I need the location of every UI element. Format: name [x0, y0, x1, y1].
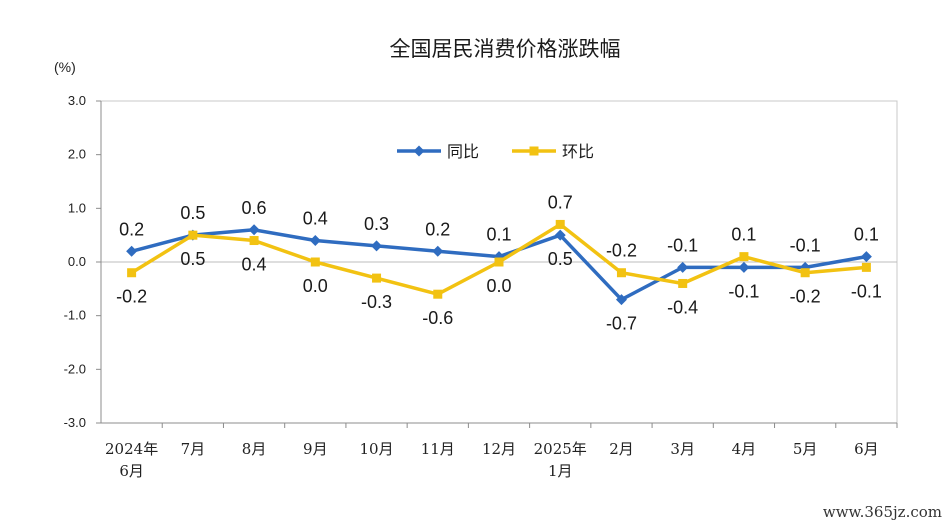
data-label: 0.1: [486, 225, 511, 245]
data-label: -0.7: [606, 314, 637, 334]
series-1-point: [432, 245, 444, 257]
series-1-point: [126, 245, 138, 257]
series-2-point: [739, 252, 749, 262]
legend-marker-square: [529, 146, 539, 156]
x-tick-label: 12月: [482, 440, 516, 458]
y-tick-label: 3.0: [68, 93, 86, 108]
x-tick-label: 9月: [303, 440, 328, 458]
series-1-point: [738, 261, 750, 273]
data-label: -0.1: [667, 235, 698, 255]
y-tick-label: 1.0: [68, 200, 86, 215]
axes: 3.0 2.0 1.0 0.0 -1.0 -2.0 -3.0 2024年 6月 7月 8月 9月 10月…: [64, 93, 898, 480]
data-label: 0.1: [731, 225, 756, 245]
data-label: 0.5: [180, 203, 205, 223]
series-2-point: [800, 268, 810, 278]
data-label: -0.1: [728, 281, 759, 301]
series-2-point: [372, 273, 382, 283]
data-label: -0.2: [790, 287, 821, 307]
x-tick-label: 5月: [793, 440, 818, 458]
data-label: -0.3: [361, 292, 392, 312]
data-label: -0.1: [790, 235, 821, 255]
x-tick-label: 4月: [732, 440, 757, 458]
series-1-point: [554, 229, 566, 241]
series-2-point: [310, 257, 320, 267]
legend-marker-diamond: [413, 145, 425, 157]
series-1-point: [371, 240, 383, 252]
x-tick-label: 3月: [670, 440, 695, 458]
legend: 同比 环比: [397, 142, 594, 161]
data-label: -0.1: [851, 281, 882, 301]
chart-title: 全国居民消费价格涨跌幅: [390, 37, 621, 61]
data-label: 0.1: [854, 225, 879, 245]
data-label: 0.2: [425, 219, 450, 239]
data-label: -0.4: [667, 297, 698, 317]
data-label: 0.6: [242, 198, 267, 218]
series-2-point: [188, 230, 198, 240]
y-tick-label: 2.0: [68, 147, 86, 162]
series-1-point: [677, 261, 689, 273]
data-label: 0.3: [364, 214, 389, 234]
x-tick-label: 7月: [181, 440, 206, 458]
y-axis-unit: (%): [54, 59, 76, 75]
series-2-point: [616, 268, 626, 278]
y-tick-label: -2.0: [64, 361, 86, 376]
data-labels-layer: 0.2 0.5 0.6 0.4 0.3 0.2 0.1 0.5 -0.7 -0.1 -0.1 -0.1…: [116, 192, 882, 333]
data-label: 0.7: [548, 192, 573, 212]
series-1-point: [248, 224, 260, 236]
data-label: -0.6: [422, 308, 453, 328]
data-label: 0.0: [303, 276, 328, 296]
series-1-point: [309, 235, 321, 247]
data-label: 0.4: [303, 209, 328, 229]
series-2-point: [249, 236, 259, 246]
legend-label-1: 同比: [447, 142, 479, 161]
series-2-point: [555, 219, 565, 229]
series-2-point: [861, 262, 871, 272]
x-tick-label: 2025年: [534, 440, 587, 458]
series-2-point: [678, 278, 688, 288]
series-2-point: [127, 268, 137, 278]
x-tick-label: 11月: [421, 440, 455, 458]
data-label: -0.2: [606, 241, 637, 261]
series-layer: [126, 219, 872, 306]
x-tick-label: 1月: [548, 462, 573, 480]
watermark: www.365jz.com: [823, 503, 942, 521]
x-tick-label: 2024年: [105, 440, 158, 458]
series-1-point: [615, 294, 627, 306]
data-label: 0.5: [548, 249, 573, 269]
series-1-point: [860, 251, 872, 263]
y-tick-label: -1.0: [64, 308, 86, 323]
series-2-point: [433, 289, 443, 299]
legend-label-2: 环比: [562, 142, 594, 161]
y-tick-label: -3.0: [64, 415, 86, 430]
x-tick-label: 6月: [119, 462, 144, 480]
data-label: 0.4: [242, 255, 267, 275]
x-tick-label: 10月: [359, 440, 393, 458]
series-2-point: [494, 257, 504, 267]
data-label: 0.2: [119, 219, 144, 239]
data-label: 0.0: [486, 276, 511, 296]
data-label: 0.5: [180, 249, 205, 269]
x-tick-label: 8月: [242, 440, 267, 458]
y-tick-label: 0.0: [68, 254, 86, 269]
data-label: -0.2: [116, 287, 147, 307]
x-tick-label: 6月: [854, 440, 879, 458]
x-tick-label: 2月: [609, 440, 634, 458]
